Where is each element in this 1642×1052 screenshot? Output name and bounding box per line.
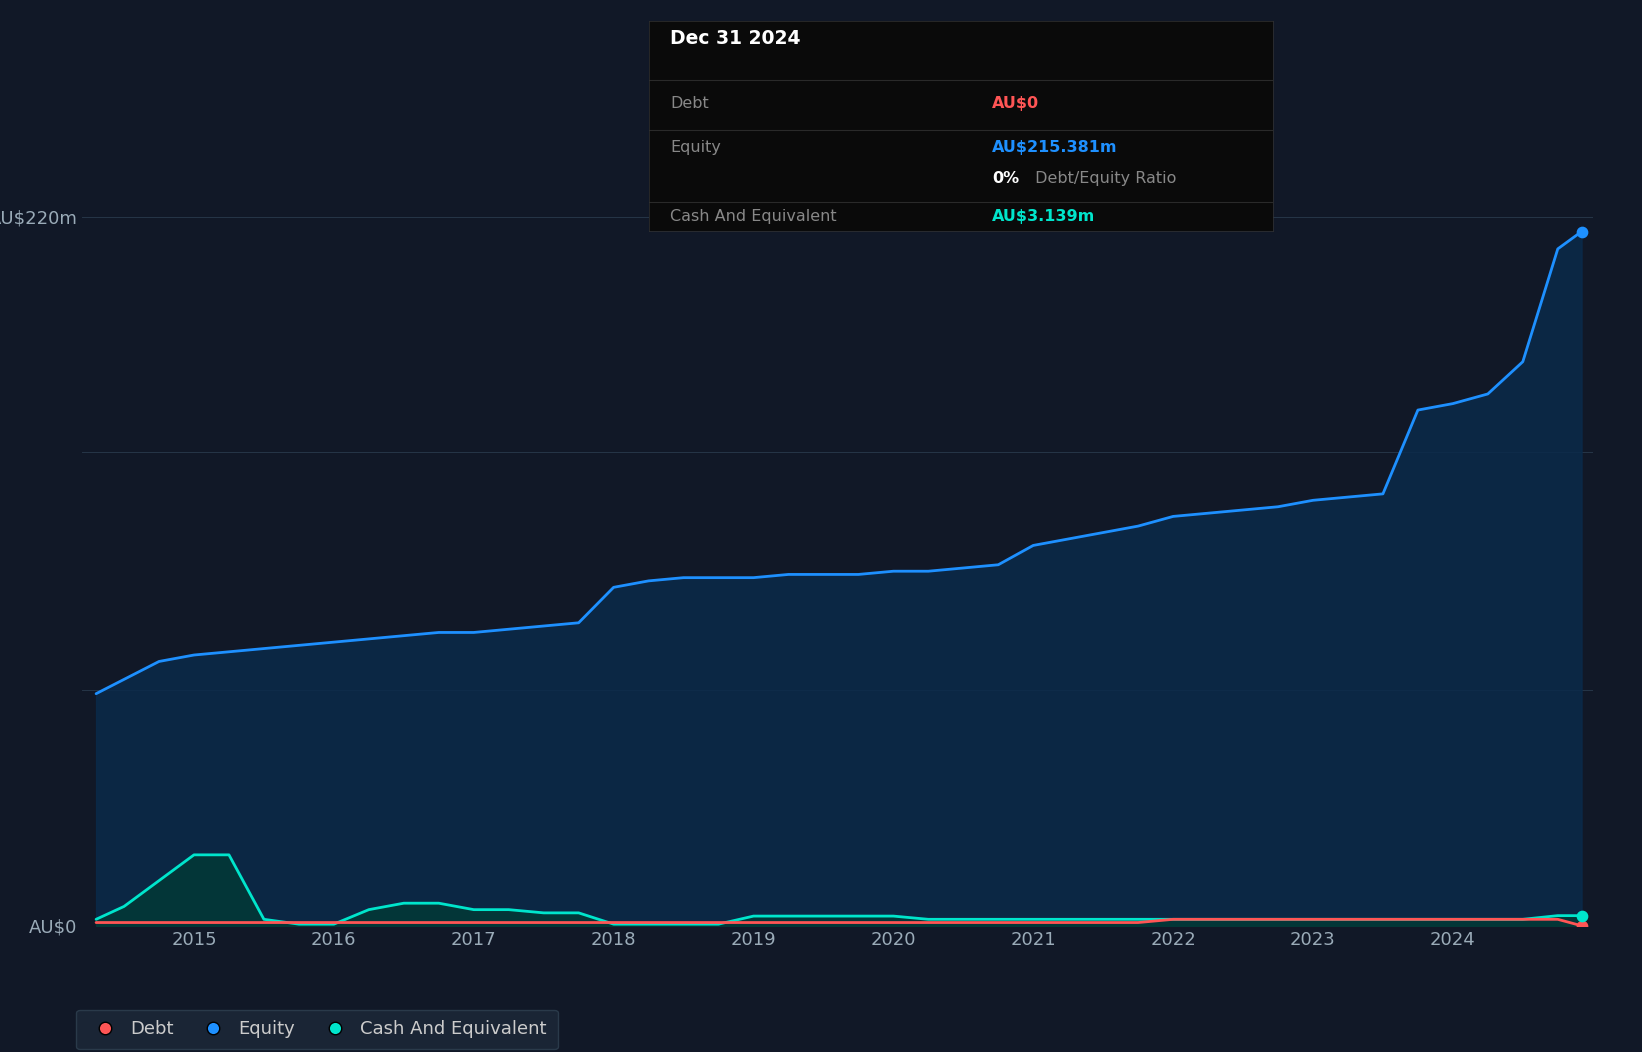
- Text: Debt: Debt: [670, 96, 709, 110]
- Text: AU$3.139m: AU$3.139m: [992, 209, 1095, 224]
- Text: AU$215.381m: AU$215.381m: [992, 140, 1117, 155]
- Text: Debt/Equity Ratio: Debt/Equity Ratio: [1031, 171, 1177, 186]
- Point: [1568, 907, 1594, 924]
- Text: Cash And Equivalent: Cash And Equivalent: [670, 209, 837, 224]
- Text: AU$0: AU$0: [992, 96, 1039, 110]
- Text: Equity: Equity: [670, 140, 721, 155]
- Text: 0%: 0%: [992, 171, 1020, 186]
- Text: Dec 31 2024: Dec 31 2024: [670, 29, 801, 48]
- Point: [1568, 223, 1594, 240]
- Legend: Debt, Equity, Cash And Equivalent: Debt, Equity, Cash And Equivalent: [76, 1010, 558, 1049]
- Point: [1568, 917, 1594, 934]
